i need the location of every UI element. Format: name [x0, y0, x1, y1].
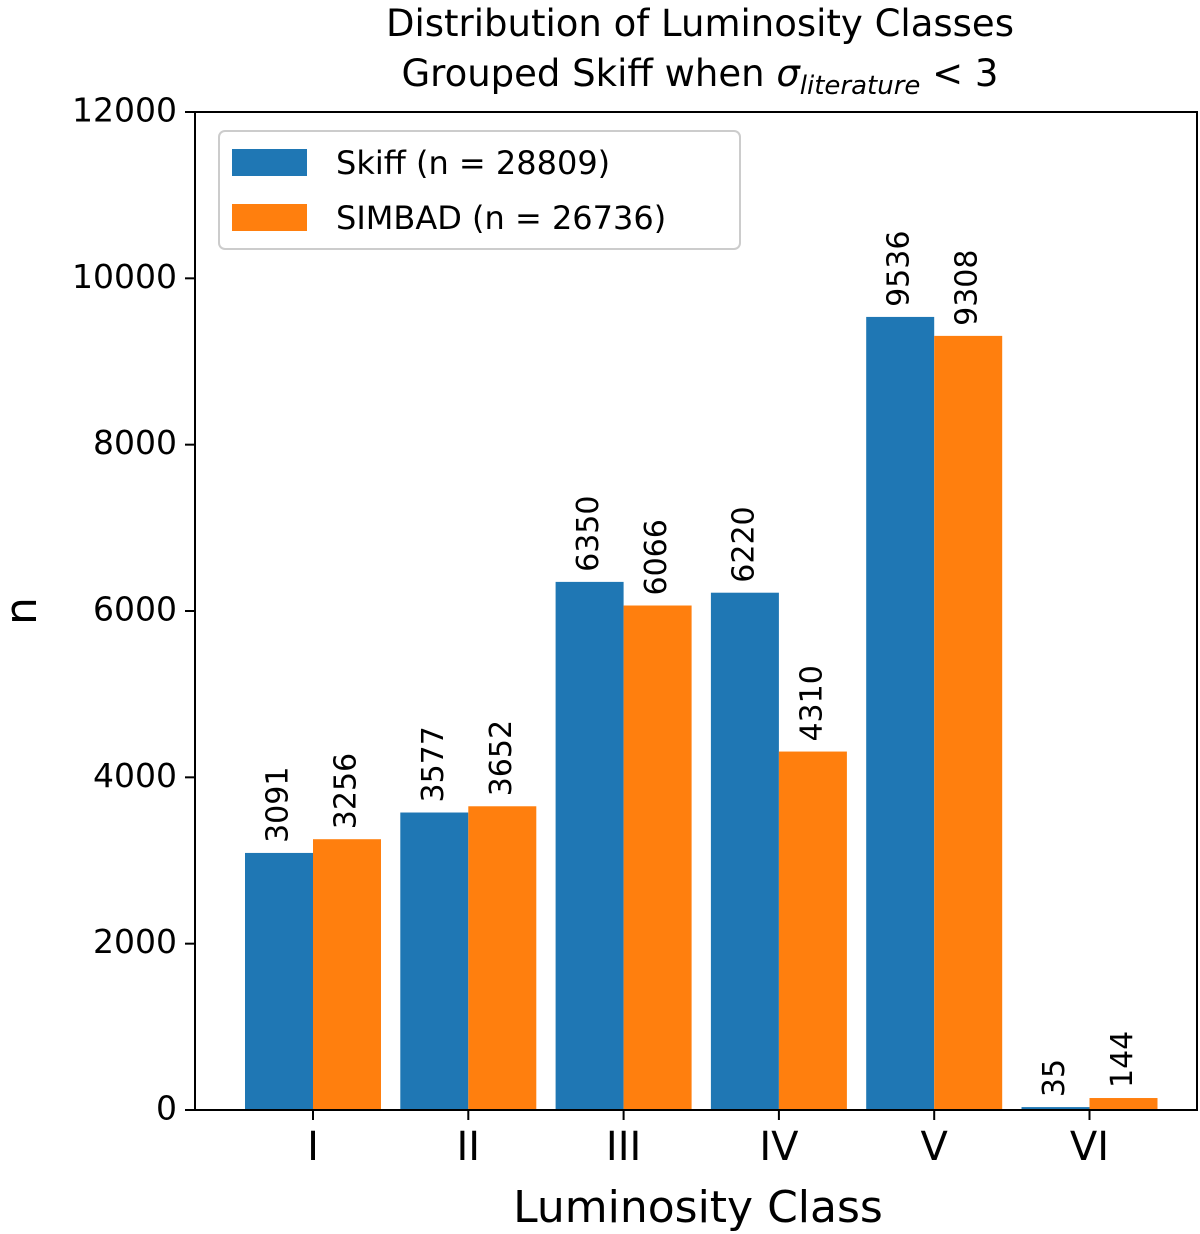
- bar-skiff-iii: [555, 581, 624, 1110]
- bar-skiff-v: [866, 316, 935, 1110]
- bar-simbad-ii: [468, 806, 537, 1110]
- bar-value-label: 6066: [639, 519, 674, 595]
- x-axis-label: Luminosity Class: [513, 1182, 883, 1233]
- bars: [245, 316, 1158, 1111]
- y-tick-label: 12000: [72, 91, 177, 130]
- x-tick-label: IV: [759, 1124, 799, 1170]
- x-tick-label: III: [606, 1124, 641, 1170]
- bar-value-label: 6350: [571, 496, 606, 572]
- legend-label-simbad: SIMBAD (n = 26736): [336, 199, 666, 237]
- y-tick-label: 2000: [93, 922, 177, 961]
- bar-value-label: 3091: [261, 767, 296, 843]
- bar-labels: 3091 3256 3577 3652 6350 6066 6220 4310 9536 9308…: [261, 231, 1141, 1098]
- bar-simbad-v: [934, 335, 1003, 1111]
- plot-frame: [194, 111, 1198, 1111]
- bar-skiff-vi: [1021, 1107, 1090, 1110]
- x-tick-label: II: [457, 1124, 481, 1170]
- bar-skiff-iv: [710, 592, 779, 1110]
- legend-swatch-skiff: [232, 149, 307, 176]
- y-tick-label: 6000: [93, 590, 177, 629]
- bar-value-label: 6220: [726, 506, 761, 582]
- y-tick-label: 10000: [72, 257, 177, 296]
- bar-value-label: 3577: [416, 726, 451, 802]
- bar-simbad-vi: [1089, 1098, 1158, 1110]
- bar-skiff-ii: [400, 812, 469, 1110]
- y-tick-label: 8000: [93, 423, 177, 462]
- bar-skiff-i: [245, 852, 313, 1110]
- x-tick-label: V: [921, 1124, 949, 1170]
- y-tick-label: 4000: [93, 756, 177, 795]
- x-tick-label: VI: [1070, 1124, 1109, 1170]
- bar-simbad-i: [313, 839, 381, 1110]
- bar-value-label: 4310: [794, 665, 829, 741]
- bar-simbad-iii: [623, 605, 692, 1110]
- bar-simbad-iv: [778, 751, 847, 1110]
- bar-value-label: 3652: [484, 720, 519, 796]
- bar-value-label: 9536: [882, 231, 917, 307]
- x-axis-ticks: I II III IV V VI: [307, 1110, 1109, 1170]
- x-tick-label: I: [307, 1124, 319, 1170]
- legend: Skiff (n = 28809) SIMBAD (n = 26736): [218, 130, 741, 250]
- bar-value-label: 3256: [329, 753, 364, 829]
- bar-value-label: 9308: [950, 250, 985, 326]
- bar-value-label: 35: [1037, 1059, 1072, 1097]
- chart-title-line2: Grouped Skiff when σliterature < 3: [402, 52, 999, 101]
- bar-value-label: 144: [1105, 1031, 1140, 1088]
- y-tick-label: 0: [156, 1089, 177, 1128]
- legend-box: [218, 130, 741, 250]
- legend-label-skiff: Skiff (n = 28809): [336, 144, 610, 182]
- chart-title-line1: Distribution of Luminosity Classes: [386, 2, 1014, 45]
- y-axis-label: n: [0, 597, 47, 625]
- y-axis-ticks: 0 2000 4000 6000 8000 10000 12000: [72, 91, 195, 1128]
- legend-swatch-simbad: [232, 204, 307, 231]
